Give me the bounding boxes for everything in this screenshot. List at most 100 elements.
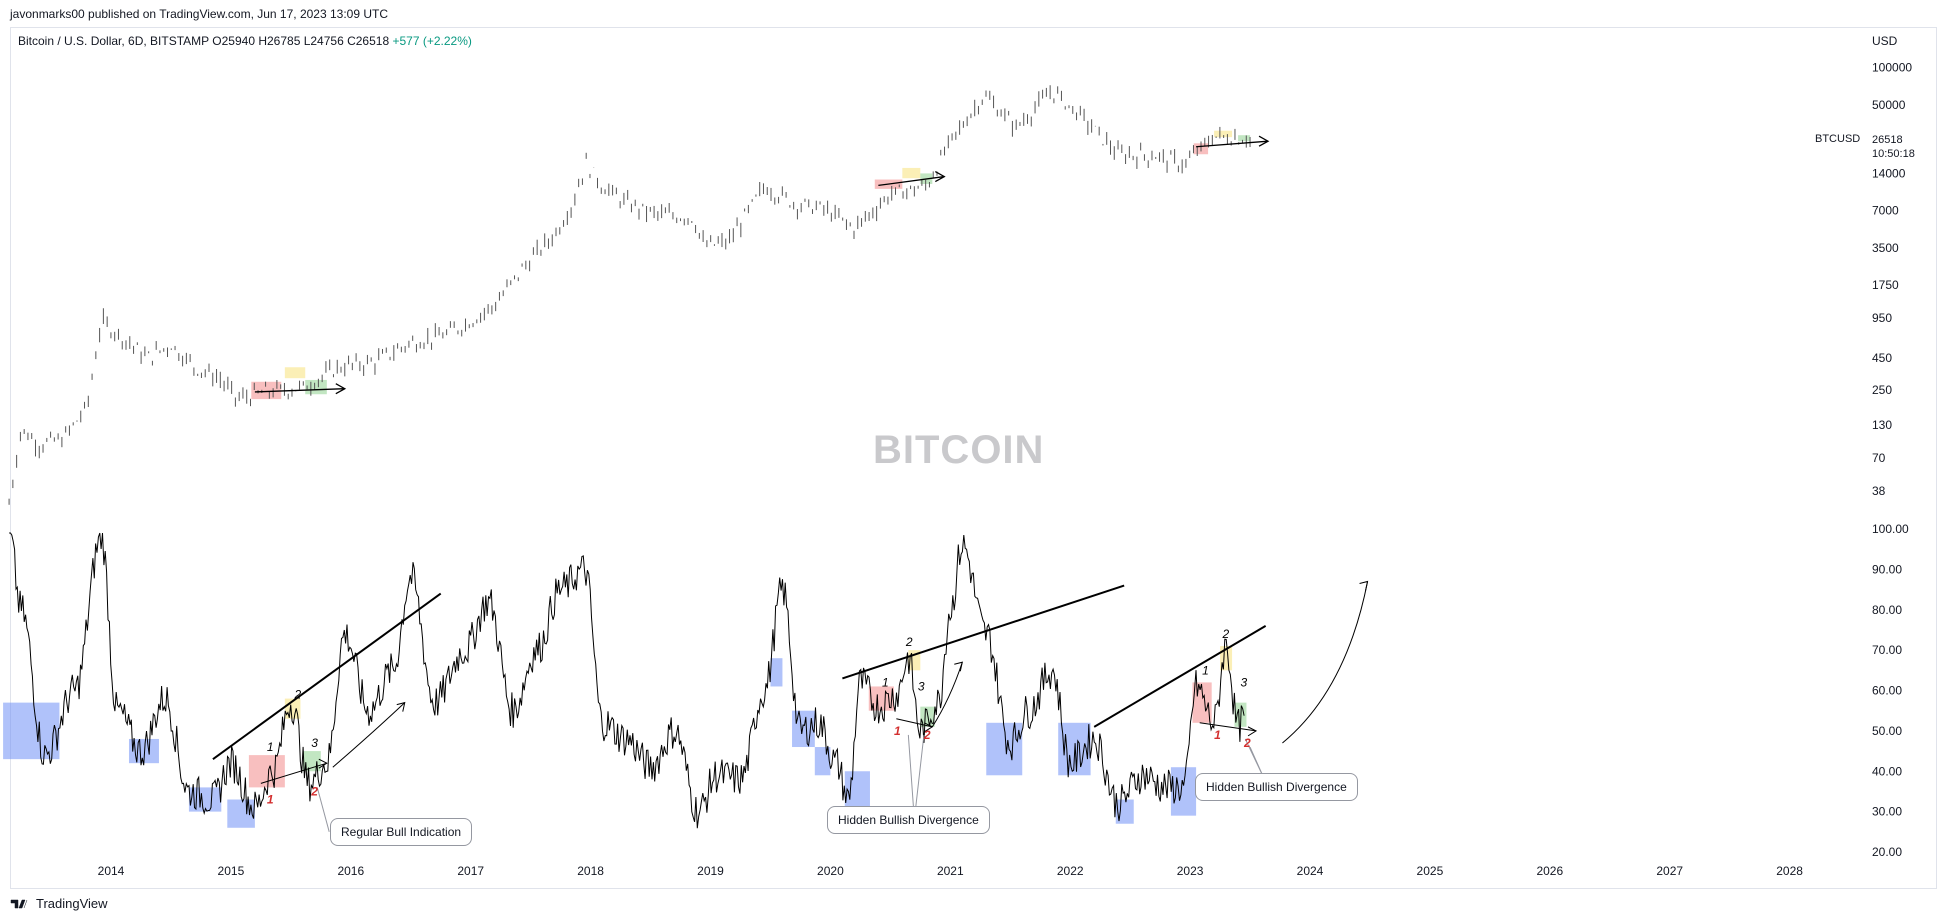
- callout-leader: [316, 787, 330, 832]
- x-tick-label: 2020: [817, 864, 844, 878]
- price-y-tick-label: 7000: [1872, 204, 1899, 218]
- pivot-number-label: 2: [923, 728, 931, 742]
- osc-y-tick-label: 60.00: [1872, 684, 1902, 698]
- pivot-number-label: 1: [1214, 728, 1221, 742]
- osc-y-tick-label: 50.00: [1872, 724, 1902, 738]
- price-y-tick-label: 250: [1872, 383, 1892, 397]
- currency-unit: USD: [1872, 34, 1898, 48]
- projection-arrow-curve: [1282, 581, 1369, 744]
- oscillator-highlight-box: [844, 771, 870, 808]
- x-tick-label: 2023: [1177, 864, 1204, 878]
- series-ohlc: O25940 H26785 L24756 C26518: [212, 34, 390, 48]
- pivot-number-label: 3: [311, 736, 318, 750]
- x-tick-label: 2021: [937, 864, 964, 878]
- price-highlight-box: [305, 379, 327, 395]
- pivot-number-label: 1: [267, 793, 274, 807]
- price-highlight-box: [251, 381, 282, 400]
- pivot-number-label: 2: [310, 784, 318, 798]
- x-tick-label: 2018: [577, 864, 604, 878]
- divergence-arrow-shaft: [1199, 722, 1257, 732]
- projection-arrow-head: [396, 701, 406, 712]
- price-y-tick-label: 70: [1872, 451, 1886, 465]
- price-arrow-shaft: [1196, 140, 1269, 148]
- osc-y-tick-label: 30.00: [1872, 805, 1902, 819]
- series-change: +577 (+2.22%): [392, 34, 472, 48]
- footer-brand[interactable]: TradingView: [10, 896, 108, 911]
- price-arrow-head: [335, 383, 347, 395]
- osc-y-tick-label: 80.00: [1872, 603, 1902, 617]
- price-arrow-head: [1258, 135, 1270, 147]
- projection-arrow-head: [954, 661, 963, 672]
- x-tick-label: 2028: [1776, 864, 1803, 878]
- oscillator-line: [9, 532, 1245, 829]
- tradingview-logo-icon: [10, 899, 28, 908]
- projection-arrow-curve: [931, 662, 963, 728]
- x-tick-label: 2024: [1297, 864, 1324, 878]
- last-price-label: 26518 10:50:18: [1872, 133, 1915, 161]
- price-arrow-shaft: [878, 175, 945, 187]
- series-title: Bitcoin / U.S. Dollar, 6D, BITSTAMP O259…: [18, 34, 472, 48]
- osc-y-tick-label: 90.00: [1872, 562, 1902, 576]
- price-highlight-box: [1214, 130, 1233, 138]
- pivot-number-label: 1: [1202, 663, 1209, 677]
- pivot-number-label: 2: [1243, 736, 1251, 750]
- series-name: Bitcoin / U.S. Dollar, 6D, BITSTAMP: [18, 34, 209, 48]
- oscillator-trend-line: [212, 592, 442, 760]
- pivot-number-label: 1: [882, 675, 889, 689]
- x-tick-label: 2019: [697, 864, 724, 878]
- annotation-regular-bull: Regular Bull Indication: [330, 818, 473, 846]
- osc-y-tick-label: 40.00: [1872, 764, 1902, 778]
- pivot-number-label: 3: [1240, 675, 1247, 689]
- price-y-tick-label: 450: [1872, 351, 1892, 365]
- pivot-number-label: 1: [267, 740, 274, 754]
- osc-y-tick-label: 20.00: [1872, 845, 1902, 859]
- oscillator-highlight-box: [248, 755, 285, 788]
- x-tick-label: 2016: [337, 864, 364, 878]
- pivot-number-label: 2: [293, 688, 301, 702]
- x-tick-label: 2022: [1057, 864, 1084, 878]
- projection-arrow-head: [1359, 580, 1369, 591]
- oscillator-trend-line: [842, 584, 1125, 680]
- divergence-arrow-head: [924, 722, 934, 733]
- ticker-label: BTCUSD: [1815, 133, 1861, 145]
- divergence-arrow-shaft: [260, 762, 327, 784]
- projection-arrow-curve: [332, 702, 406, 768]
- oscillator-highlight-box: [986, 722, 1023, 776]
- oscillator-highlight-box: [1170, 767, 1197, 816]
- x-tick-label: 2017: [457, 864, 484, 878]
- price-y-tick-label: 50000: [1872, 98, 1906, 112]
- price-arrow-head: [934, 171, 946, 183]
- price-highlight-box: [284, 367, 306, 379]
- price-y-tick-label: 3500: [1872, 241, 1899, 255]
- price-y-tick-label: 100000: [1872, 61, 1912, 75]
- footer-brand-text: TradingView: [36, 896, 108, 911]
- oscillator-highlight-box: [770, 658, 783, 687]
- x-tick-label: 2015: [218, 864, 245, 878]
- oscillator-trend-line: [1093, 625, 1267, 728]
- pivot-number-label: 2: [1221, 627, 1229, 641]
- oscillator-highlight-box: [908, 650, 921, 671]
- price-y-tick-label: 1750: [1872, 278, 1899, 292]
- annotation-hidden-bullish-2: Hidden Bullish Divergence: [1195, 773, 1358, 801]
- price-arrow-shaft: [254, 388, 345, 393]
- x-tick-label: 2026: [1536, 864, 1563, 878]
- oscillator-highlight-box: [3, 702, 60, 760]
- x-tick-label: 2027: [1656, 864, 1683, 878]
- bar-countdown: 10:50:18: [1872, 148, 1915, 160]
- chart-frame: [10, 27, 1937, 889]
- annotation-hidden-bullish-1: Hidden Bullish Divergence: [827, 806, 990, 834]
- publisher-info: javonmarks00 published on TradingView.co…: [10, 7, 389, 21]
- x-tick-label: 2025: [1417, 864, 1444, 878]
- pivot-number-label: 1: [894, 724, 901, 738]
- price-y-tick-label: 14000: [1872, 166, 1906, 180]
- pivot-number-label: 3: [918, 680, 925, 694]
- price-y-tick-label: 38: [1872, 484, 1886, 498]
- pivot-number-label: 2: [905, 635, 913, 649]
- x-tick-label: 2014: [98, 864, 125, 878]
- price-y-tick-label: 130: [1872, 418, 1892, 432]
- oscillator-highlight-box: [1220, 646, 1233, 671]
- osc-y-tick-label: 100.00: [1872, 522, 1909, 536]
- divergence-arrow-head: [1247, 726, 1258, 737]
- divergence-arrow-head: [318, 758, 328, 769]
